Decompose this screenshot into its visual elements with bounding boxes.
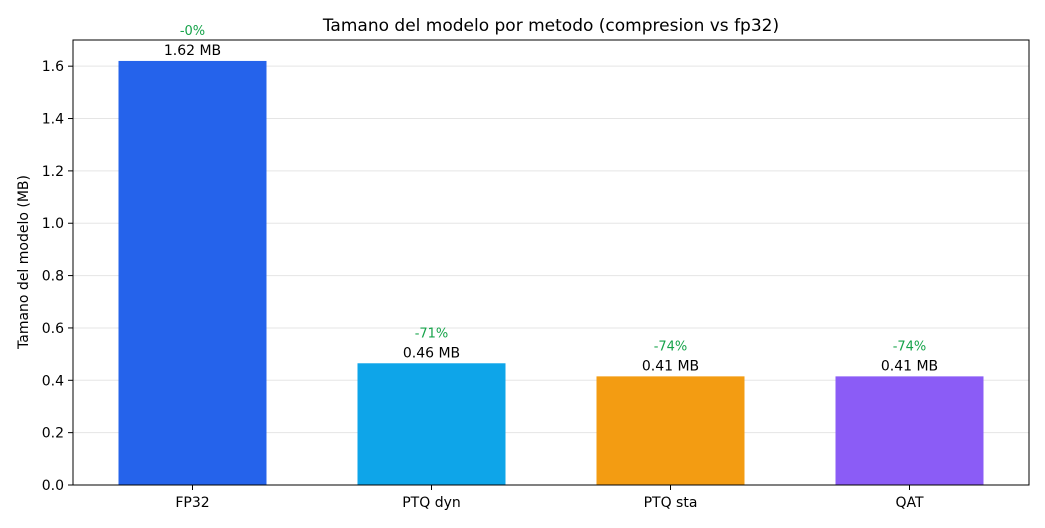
bar (596, 376, 745, 485)
reduction-label: -71% (415, 326, 449, 341)
x-tick-label: PTQ sta (644, 495, 698, 511)
reduction-label: -74% (893, 339, 927, 354)
y-tick-label: 1.2 (42, 164, 64, 180)
x-tick-label: PTQ dyn (402, 495, 461, 511)
x-axis-ticks: FP32 PTQ dyn PTQ sta QAT (175, 485, 924, 511)
y-tick-label: 0.6 (42, 321, 64, 337)
plot-frame (72, 39, 1030, 486)
y-tick-label: 0.0 (42, 478, 64, 494)
data-labels: 1.62 MB -0% 0.46 MB -71% 0.41 MB -74% 0.41 MB -… (164, 24, 938, 374)
y-tick-label: 0.2 (42, 426, 64, 442)
value-label: 1.62 MB (164, 43, 221, 59)
y-axis-label: Tamano del modelo (MB) (16, 175, 32, 350)
value-label: 0.41 MB (642, 358, 699, 374)
bar (118, 60, 267, 486)
value-label: 0.46 MB (403, 345, 460, 361)
chart-title: Tamano del modelo por metodo (compresion… (322, 16, 779, 36)
y-tick-label: 1.0 (42, 216, 64, 232)
bars (118, 60, 984, 486)
bar (835, 376, 984, 485)
bar (357, 363, 506, 485)
value-label: 0.41 MB (881, 358, 938, 374)
y-tick-label: 0.4 (42, 373, 64, 389)
reduction-label: -0% (180, 24, 205, 39)
x-tick-label: FP32 (175, 495, 209, 511)
x-tick-label: QAT (895, 495, 924, 511)
y-tick-label: 1.6 (42, 59, 64, 75)
reduction-label: -74% (654, 339, 688, 354)
y-tick-label: 1.4 (42, 112, 64, 128)
y-axis-ticks: 0.0 0.2 0.4 0.6 0.8 1.0 1.2 1.4 1.6 (42, 59, 73, 494)
y-tick-label: 0.8 (42, 269, 64, 285)
